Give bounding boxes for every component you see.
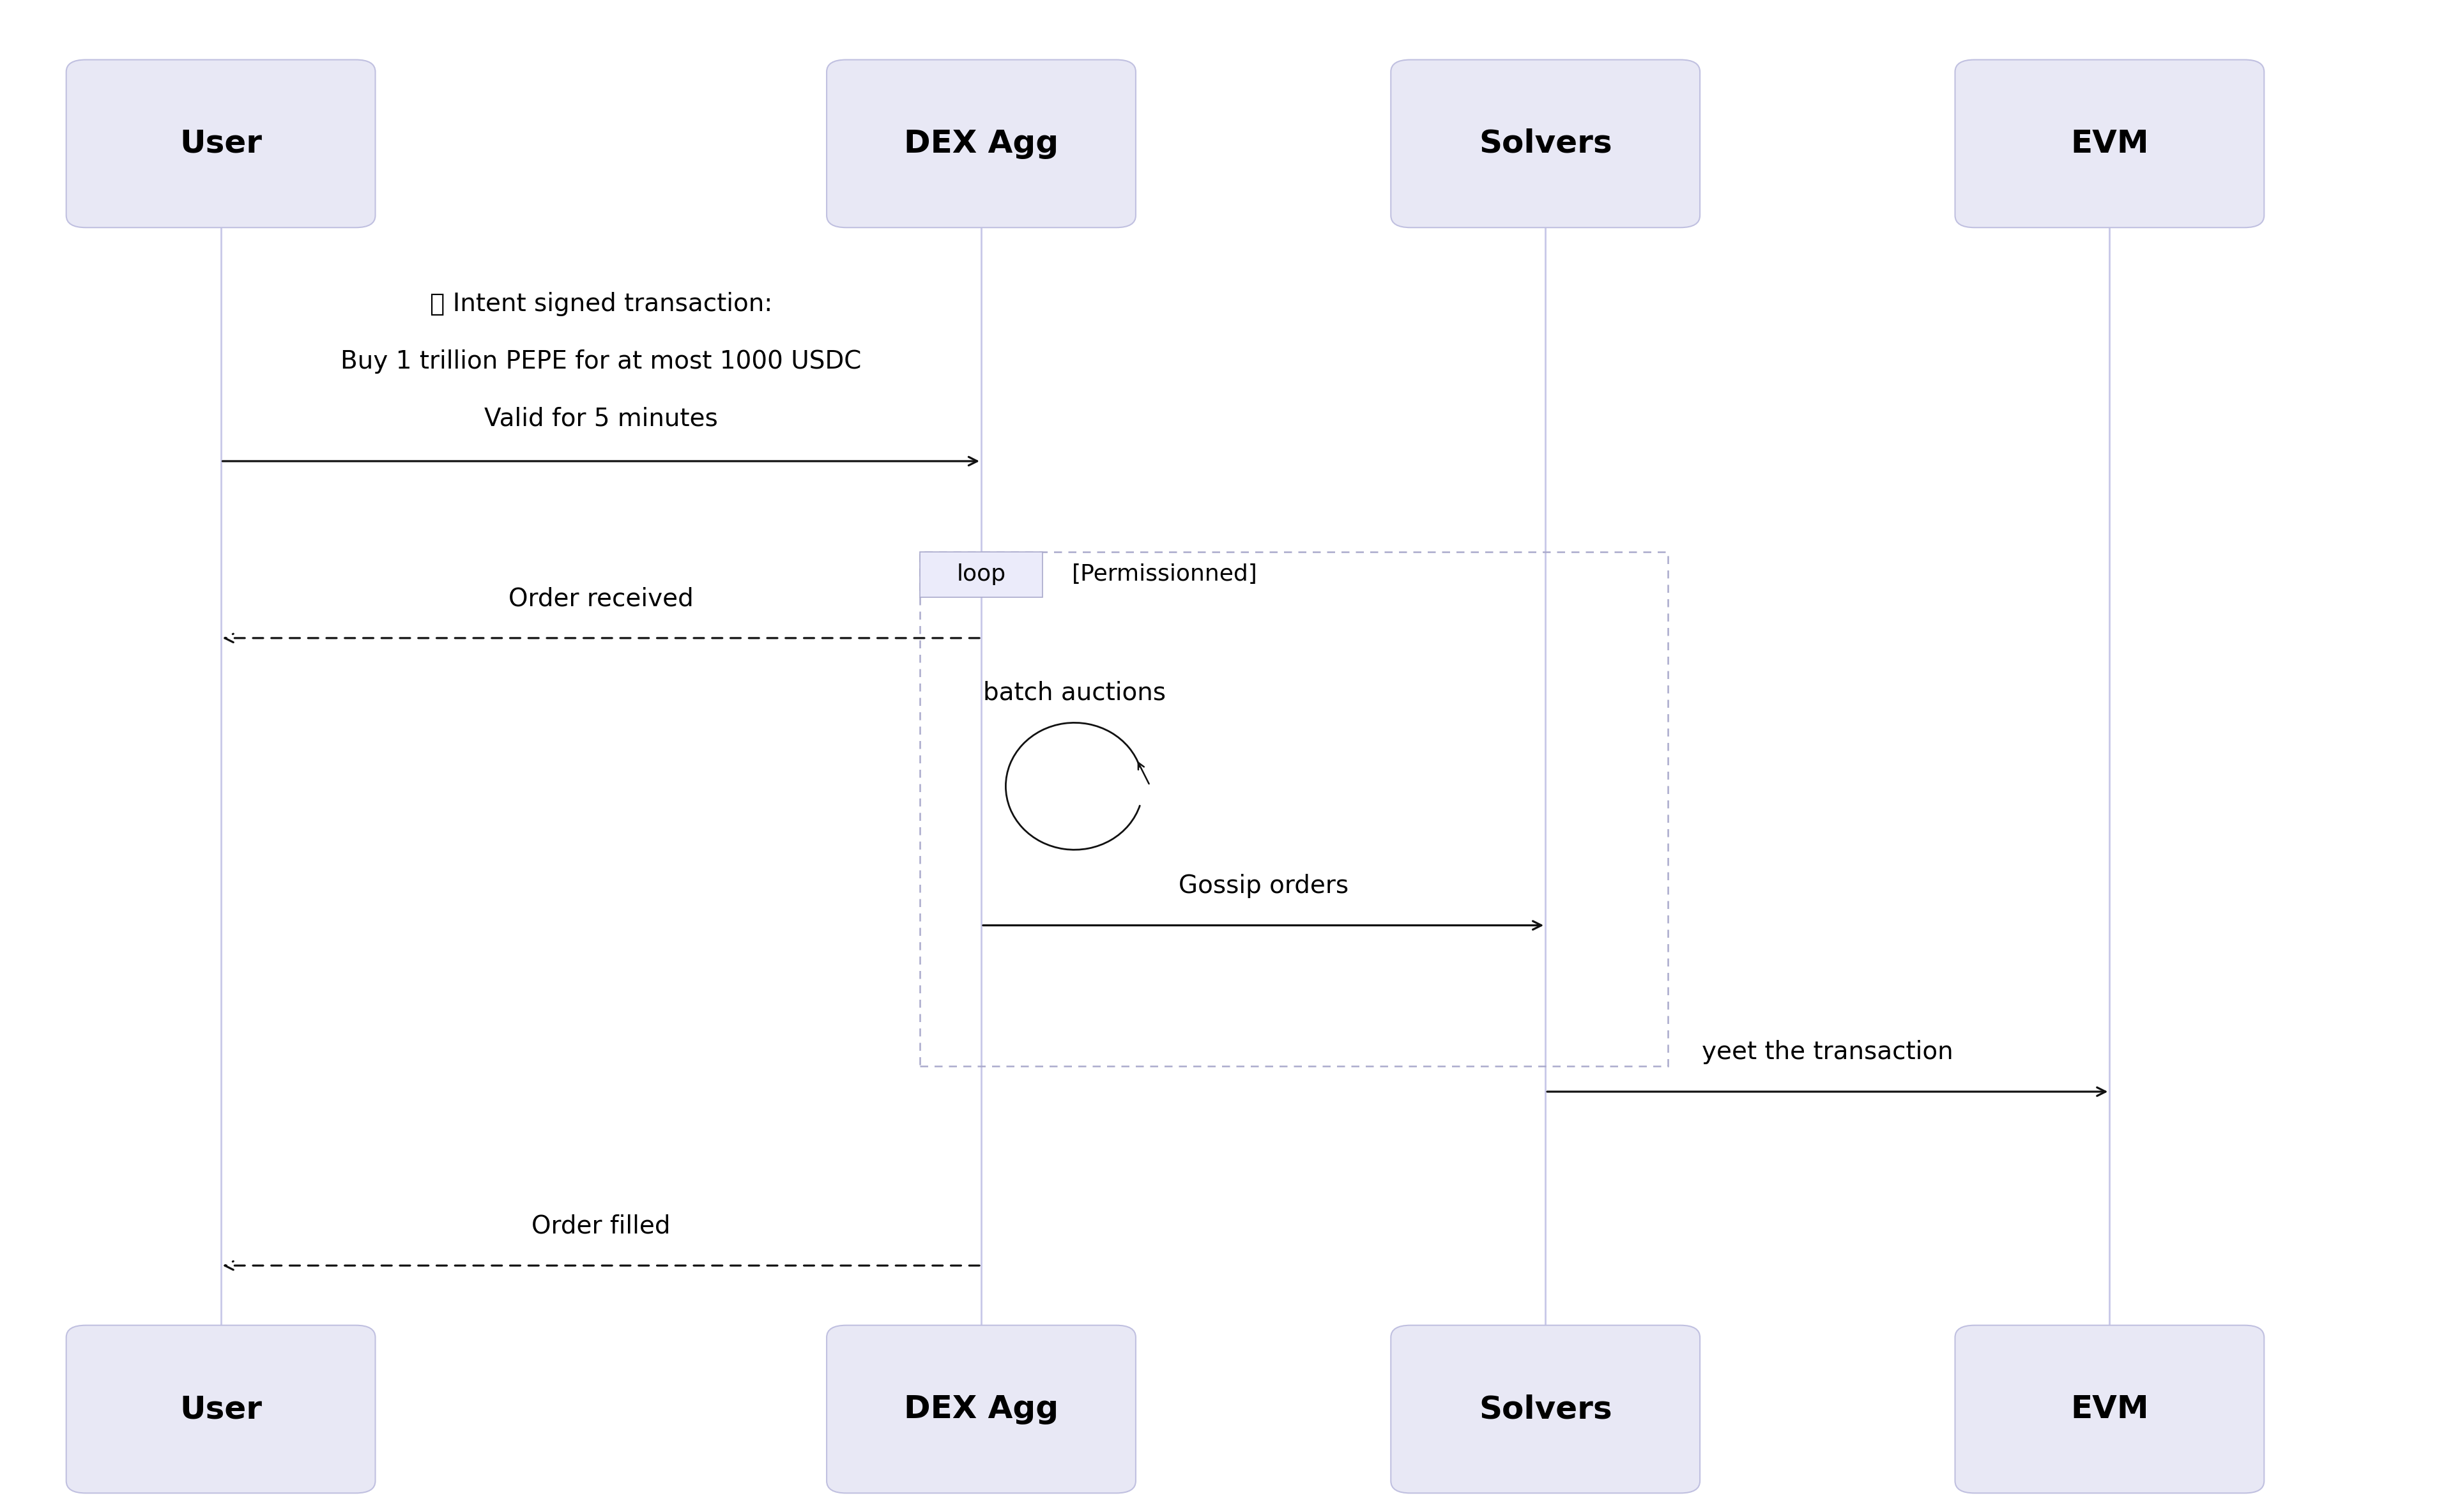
Text: 🦊 Intent signed transaction:: 🦊 Intent signed transaction: [429,292,773,316]
FancyBboxPatch shape [827,59,1136,227]
Text: Valid for 5 minutes: Valid for 5 minutes [483,407,719,431]
Text: Solvers: Solvers [1479,1394,1612,1424]
FancyBboxPatch shape [66,1325,375,1494]
FancyBboxPatch shape [1955,1325,2264,1494]
Text: Order filled: Order filled [532,1214,670,1238]
Text: Gossip orders: Gossip orders [1177,874,1349,898]
Text: EVM: EVM [2070,1394,2149,1424]
FancyBboxPatch shape [1391,59,1700,227]
Text: DEX Agg: DEX Agg [903,1394,1060,1424]
FancyBboxPatch shape [827,1325,1136,1494]
Text: Solvers: Solvers [1479,129,1612,159]
FancyBboxPatch shape [1391,1325,1700,1494]
Text: User: User [179,1394,262,1424]
Text: DEX Agg: DEX Agg [903,129,1060,159]
Text: yeet the transaction: yeet the transaction [1702,1040,1953,1064]
Text: User: User [179,129,262,159]
Text: Order received: Order received [508,587,694,611]
Text: loop: loop [957,564,1006,585]
Text: [Permissionned]: [Permissionned] [1072,564,1258,585]
FancyBboxPatch shape [1955,59,2264,227]
Text: Buy 1 trillion PEPE for at most 1000 USDC: Buy 1 trillion PEPE for at most 1000 USD… [341,349,861,373]
FancyBboxPatch shape [920,552,1043,597]
FancyBboxPatch shape [66,59,375,227]
Text: EVM: EVM [2070,129,2149,159]
Text: batch auctions: batch auctions [984,680,1165,705]
